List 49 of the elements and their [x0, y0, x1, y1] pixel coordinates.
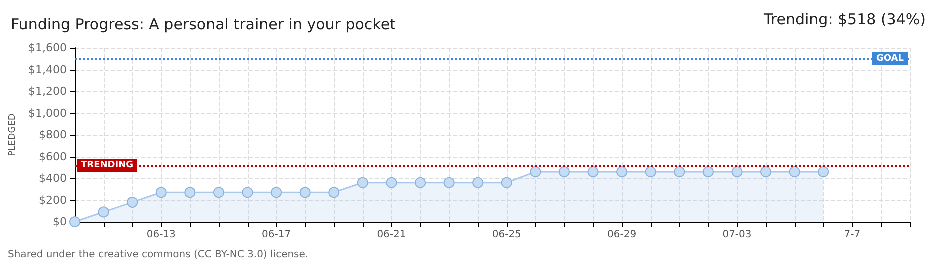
point [98, 206, 110, 218]
point [300, 187, 311, 198]
x-tick-label: 06-25 [492, 230, 522, 240]
x-tick-label: 06-17 [262, 230, 292, 240]
x-tick-label: 06-13 [146, 230, 176, 240]
point [702, 166, 714, 178]
point [818, 166, 830, 178]
y-axis-title: PLEDGED [8, 114, 18, 156]
point [184, 187, 196, 198]
point [271, 187, 282, 198]
point [357, 177, 368, 188]
ref-line-label: TRENDING [81, 160, 134, 171]
point [156, 187, 167, 198]
point [645, 166, 656, 178]
point [242, 187, 254, 198]
y-tick-label: $400 [39, 172, 67, 185]
x-tick-label: 06-29 [608, 230, 637, 240]
point [70, 216, 80, 228]
y-tick-label: $1,200 [28, 85, 67, 98]
y-tick-label: $200 [39, 194, 67, 207]
y-tick-label: $1,600 [28, 42, 67, 54]
text: Shared under the creative commons (CC BY-NC 3.0) license. [8, 250, 309, 260]
point [415, 177, 426, 188]
point [558, 166, 570, 178]
chart-title: Funding Progress: A personal trainer in your pocket [11, 16, 396, 34]
x-tick-label: 7-7 [844, 230, 861, 240]
y-tick-label: $0 [53, 216, 67, 228]
y-tick-label: $1,000 [28, 106, 67, 120]
y-tick-label: $800 [39, 128, 67, 142]
point [674, 166, 686, 178]
point [328, 187, 340, 198]
point [732, 166, 743, 178]
x-tick-label: 06-21 [377, 230, 406, 240]
y-tick-label: $600 [39, 150, 67, 164]
point [760, 166, 772, 178]
point [127, 196, 138, 208]
y-tick-label: $1,400 [28, 63, 67, 76]
x-tick-label: 07-03 [722, 230, 752, 240]
point [789, 166, 800, 178]
point [472, 177, 484, 188]
point [501, 177, 512, 188]
point [444, 177, 455, 188]
point [386, 177, 398, 188]
ref-line-label: GOAL [876, 54, 904, 64]
point [530, 166, 542, 178]
text: Trending: $518 (34%) [762, 10, 926, 28]
point [588, 166, 599, 178]
point [616, 166, 628, 178]
point [213, 187, 224, 198]
